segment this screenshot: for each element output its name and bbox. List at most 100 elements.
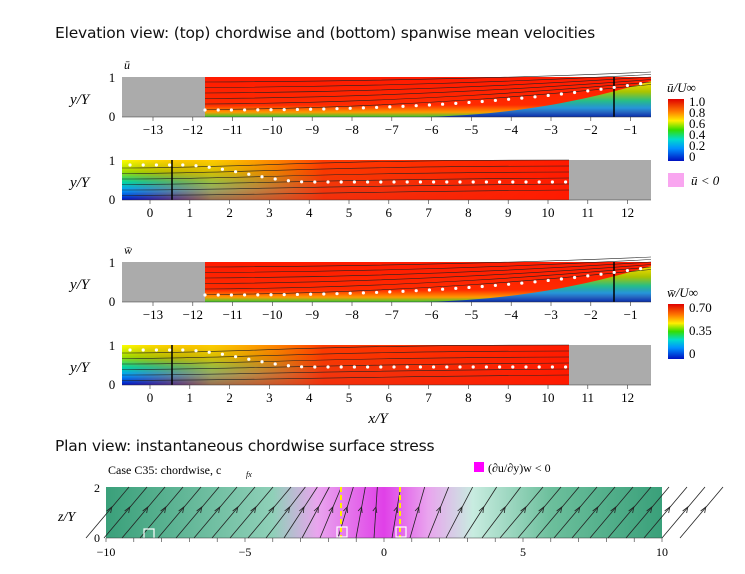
elevation-panel-3-boundary-layer-dot [229, 293, 233, 297]
elevation-panel-2-x-tick: 4 [306, 205, 313, 220]
elevation-panel-2-x-tick: 0 [147, 205, 154, 220]
u-colorbar [668, 99, 684, 161]
elevation-panel-3-contour-line [204, 261, 652, 279]
elevation-panel-1-y-label: y/Y [68, 92, 91, 108]
elevation-panel-1-boundary-layer-dot [388, 105, 392, 109]
elevation-panel-3-boundary-layer-dot [625, 268, 630, 273]
elevation-panel-3-x-tick: −8 [345, 307, 359, 322]
elevation-panel-4-contour-line [121, 350, 570, 359]
u-colorbar-label: 0.4 [689, 127, 706, 142]
elevation-panel-2-boundary-layer-dot [564, 180, 568, 184]
elevation-panel-3-boundary-layer-dot [559, 277, 564, 281]
elevation-panel-4-boundary-layer-dot [379, 365, 383, 369]
elevation-panel-4-boundary-layer-dot [458, 365, 462, 369]
elevation-panel-3-boundary-layer-dot [361, 291, 365, 295]
plan-streamline-arrow [328, 506, 334, 514]
plan-streamline [409, 486, 426, 539]
plan-streamline-arrow [592, 506, 599, 514]
elevation-panel-1-x-tick: −8 [345, 122, 359, 137]
plan-streamline-arrow [196, 506, 203, 514]
elevation-panel-3-boundary-layer-dot [454, 286, 458, 290]
plan-streamline [517, 486, 562, 539]
elevation-panel-3-boundary-layer-dot [414, 289, 418, 293]
plan-probe-box [143, 528, 155, 540]
elevation-panel-2-boundary-layer-dot [524, 180, 528, 184]
elevation-panel-3-boundary-layer-dot [480, 284, 484, 289]
elevation-panel-3-boundary-layer-dot [269, 293, 273, 297]
plan-streamline [499, 486, 544, 539]
w-colorbar-label: 0 [689, 346, 696, 361]
elevation-panel-3-boundary-layer-dot [493, 283, 497, 288]
elevation-panel-2-boundary-layer-dot [537, 180, 541, 184]
elevation-panel-1-y-tick: 0 [109, 109, 116, 124]
elevation-panel-2-x-tick: 8 [465, 205, 472, 220]
plan-streamline [661, 486, 706, 539]
plan-streamline [355, 486, 366, 539]
plan-streamline [679, 486, 724, 539]
elevation-panel-1-boundary-layer-dot [493, 98, 497, 103]
plan-streamline-arrow [124, 506, 131, 514]
elevation-panel-4-boundary-layer-dot [564, 365, 568, 369]
elevation-panel-2-boundary-layer-dot [273, 177, 277, 181]
elevation-panel-2-boundary-layer-dot [141, 163, 145, 167]
plan-streamline-arrow [500, 506, 506, 514]
elevation-panel-3-contour-line [204, 269, 652, 295]
elevation-panel-2-boundary-layer-dot [392, 180, 396, 184]
elevation-panel-4-boundary-layer-dot [432, 365, 436, 369]
elevation-panel-2-masked-region [569, 160, 651, 200]
elevation-panel-2-boundary-layer-dot [550, 180, 555, 184]
plan-streamline [643, 486, 688, 539]
elevation-panel-3-x-tick: −2 [584, 307, 598, 322]
elevation-panel-4-y-tick: 0 [109, 377, 116, 392]
elevation-panel-3-x-tick: −13 [143, 307, 163, 322]
elevation-panel-1-contour-line [204, 81, 652, 105]
elevation-panel-3-boundary-layer-dot [309, 292, 313, 296]
elevation-panel-2-boundary-layer-dot [154, 163, 158, 167]
plan-streamline [85, 486, 130, 539]
plan-streamline [247, 486, 292, 539]
elevation-panel-1-boundary-layer-dot [454, 101, 458, 105]
plan-probe-box [336, 526, 348, 538]
elevation-panel-3-y-label: y/Y [68, 277, 91, 293]
w-panel-label: w̄ [124, 243, 132, 257]
elevation-panel-4-boundary-layer-dot [418, 365, 422, 369]
elevation-panel-1-boundary-layer-dot [441, 102, 445, 106]
negative-u-swatch [668, 173, 684, 187]
elevation-panel-1-x-tick: −6 [425, 122, 439, 137]
elevation-panel-2-boundary-layer-dot [511, 180, 515, 184]
elevation-panel-2-boundary-layer-dot [207, 165, 211, 169]
plan-streamline-arrow [646, 506, 653, 514]
elevation-panel-3-x-tick: −10 [262, 307, 282, 322]
elevation-panel-3-boundary-layer-dot [441, 287, 445, 291]
plan-streamline-arrow [343, 506, 348, 514]
plan-streamline-arrow [313, 506, 319, 514]
elevation-panel-3-x-tick: −6 [425, 307, 439, 322]
elevation-panel-1-boundary-layer-dot [507, 97, 511, 101]
plan-streamline-arrow [160, 506, 167, 514]
elevation-panel-4-boundary-layer-dot [405, 365, 409, 369]
elevation-panel-3-boundary-layer-dot [335, 292, 339, 296]
elevation-panel-2-boundary-layer-dot [168, 163, 172, 167]
elevation-panel-4-contour-overlay [122, 345, 569, 385]
elevation-panel-4-boundary-layer-dot [339, 365, 343, 369]
elevation-panel-4-x-tick: 9 [505, 390, 512, 405]
elevation-panel-4-boundary-layer-dot [498, 365, 502, 369]
elevation-panel-1-x-tick: −5 [464, 122, 478, 137]
elevation-panel-3-x-tick: −9 [305, 307, 319, 322]
w-colorbar-label: 0.35 [689, 323, 712, 338]
plan-y-tick: 2 [94, 481, 100, 495]
elevation-panel-2-boundary-layer-dot [260, 175, 264, 179]
plan-case-label: Case C35: chordwise, c [108, 463, 221, 477]
elevation-panel-2-x-tick: 12 [621, 205, 634, 220]
elevation-panel-2-boundary-layer-dot [366, 180, 370, 184]
elevation-panel-1-boundary-layer-dot [652, 79, 656, 84]
elevation-panel-1-x-tick: −7 [385, 122, 399, 137]
elevation-panel-3-boundary-layer-dot [573, 275, 577, 280]
plan-streamline [103, 486, 148, 539]
plan-streamline [211, 486, 256, 539]
elevation-panel-4-boundary-layer-dot [168, 348, 172, 352]
plan-streamline [625, 486, 670, 539]
elevation-panel-1-x-tick: −10 [262, 122, 282, 137]
elevation-panel-3-boundary-layer-dot [401, 289, 405, 293]
elevation-panel-4-boundary-layer-dot [326, 365, 330, 369]
